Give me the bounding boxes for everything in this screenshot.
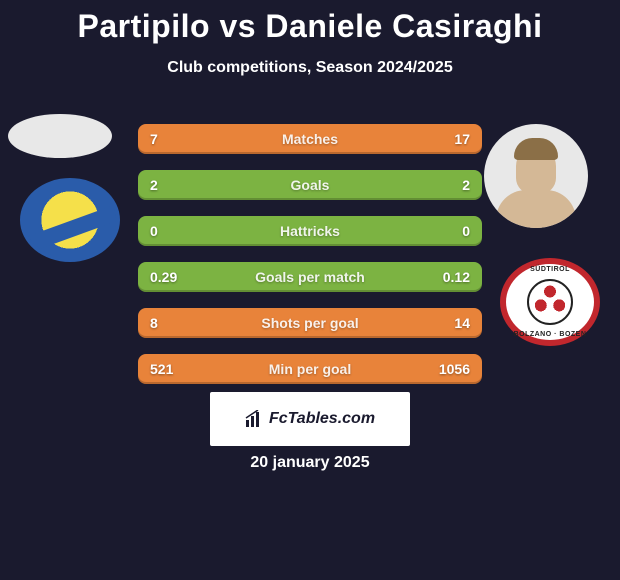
player-right-portrait xyxy=(484,124,588,228)
stat-label: Matches xyxy=(282,131,338,147)
stat-left-value: 0.29 xyxy=(150,269,177,285)
stat-row-matches: 7 Matches 17 xyxy=(138,124,482,154)
stat-label: Hattricks xyxy=(280,223,340,239)
stat-row-goals: 2 Goals 2 xyxy=(138,170,482,200)
stat-right-value: 14 xyxy=(454,315,470,331)
soccer-ball-icon xyxy=(527,279,573,325)
stat-row-hattricks: 0 Hattricks 0 xyxy=(138,216,482,246)
stat-label: Min per goal xyxy=(269,361,351,377)
stat-label: Goals xyxy=(291,177,330,193)
chart-icon xyxy=(245,410,263,428)
stat-right-value: 0.12 xyxy=(443,269,470,285)
stat-left-value: 8 xyxy=(150,315,158,331)
page-title: Partipilo vs Daniele Casiraghi xyxy=(0,0,620,45)
date-label: 20 january 2025 xyxy=(250,454,369,472)
stat-right-value: 17 xyxy=(454,131,470,147)
stat-left-value: 7 xyxy=(150,131,158,147)
badge-text-bottom: BOLZANO · BOZEN xyxy=(514,331,587,338)
player-left-portrait xyxy=(8,114,112,158)
stat-right-value: 2 xyxy=(462,177,470,193)
stat-row-goals-per-match: 0.29 Goals per match 0.12 xyxy=(138,262,482,292)
fctables-label: FcTables.com xyxy=(269,410,375,428)
stat-left-value: 521 xyxy=(150,361,173,377)
fctables-watermark: FcTables.com xyxy=(210,392,410,446)
stat-label: Goals per match xyxy=(255,269,365,285)
stat-label: Shots per goal xyxy=(261,315,358,331)
stat-left-value: 0 xyxy=(150,223,158,239)
badge-text-top: SÜDTIROL xyxy=(530,266,570,273)
stats-container: 7 Matches 17 2 Goals 2 0 Hattricks 0 0.2… xyxy=(138,124,482,400)
stat-right-value: 0 xyxy=(462,223,470,239)
subtitle: Club competitions, Season 2024/2025 xyxy=(0,59,620,77)
stat-row-shots-per-goal: 8 Shots per goal 14 xyxy=(138,308,482,338)
stat-left-value: 2 xyxy=(150,177,158,193)
stat-right-value: 1056 xyxy=(439,361,470,377)
player-right-badge: SÜDTIROL BOLZANO · BOZEN xyxy=(500,258,600,346)
player-left-badge xyxy=(20,178,120,262)
stat-row-min-per-goal: 521 Min per goal 1056 xyxy=(138,354,482,384)
